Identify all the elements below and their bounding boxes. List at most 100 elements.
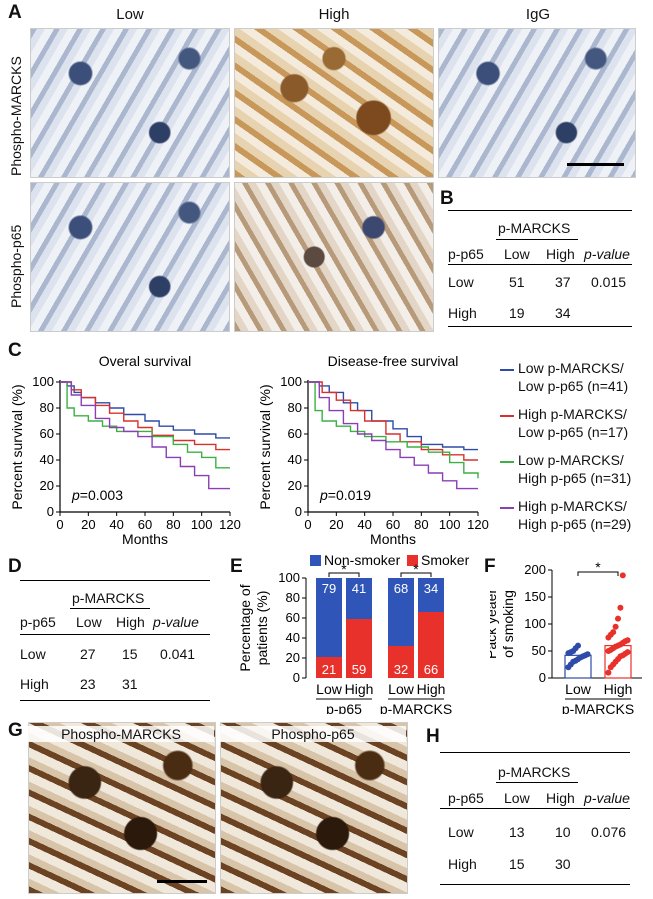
panel-label-g: G bbox=[8, 720, 23, 741]
legend-line2-2: Low p-p65 (n=17) bbox=[518, 424, 629, 440]
table-d-group-header: p-MARCKS bbox=[72, 590, 145, 606]
km-os-xtick-label: 40 bbox=[109, 517, 123, 532]
bar-non-smoker-2 bbox=[346, 578, 372, 619]
bar-e-group-label-2: p-MARCKS bbox=[380, 701, 452, 714]
table-h-row2-label: High bbox=[448, 856, 477, 872]
column-label-high: High bbox=[318, 6, 350, 23]
bar-e-ytick-label: 100 bbox=[278, 570, 300, 585]
km-os-xtick-label: 80 bbox=[166, 517, 180, 532]
table-h-group-rule bbox=[496, 782, 578, 783]
km-dfs-xtick-label: 120 bbox=[467, 517, 489, 532]
km-dfs-xtick-label: 80 bbox=[414, 517, 428, 532]
table-d-row-head: p-p65 bbox=[20, 614, 56, 630]
legend-swatch-1 bbox=[500, 369, 514, 371]
scatter-f-ytick-label: 100 bbox=[524, 616, 546, 631]
scatter-f-ytick-label: 150 bbox=[524, 589, 546, 604]
km-os-ytick-label: 20 bbox=[40, 478, 54, 493]
micrograph-igg bbox=[438, 28, 636, 178]
km-os-series-2 bbox=[60, 381, 230, 451]
bar-label-smoker-3: 32 bbox=[394, 662, 408, 677]
scatter-f-ylabel-1: Pack yeaer bbox=[490, 589, 499, 659]
km-os-series-3 bbox=[60, 381, 230, 469]
km-dfs-ytick-label: 80 bbox=[288, 400, 302, 415]
bar-e-ylabel-2: patients (%) bbox=[254, 591, 270, 666]
km-dfs-ylabel: Percent survival (%) bbox=[257, 384, 273, 509]
bar-label-smoker-2: 59 bbox=[352, 662, 366, 677]
table-d-row1-label: Low bbox=[20, 646, 46, 662]
km-os-xtick-label: 120 bbox=[219, 517, 241, 532]
bar-label-non-smoker-2: 41 bbox=[352, 581, 366, 596]
km-os-ytick-label: 0 bbox=[47, 504, 54, 519]
km-os-ytick-label: 80 bbox=[40, 400, 54, 415]
table-b-row2-high: 34 bbox=[555, 305, 571, 321]
micrograph-p65-high bbox=[234, 182, 434, 332]
scatter-f-ytick-label: 50 bbox=[532, 643, 546, 658]
km-os-title: Overal survival bbox=[99, 353, 192, 369]
table-d-col-low: Low bbox=[76, 614, 102, 630]
table-b-row2-label: High bbox=[448, 305, 477, 321]
km-os-xlabel: Months bbox=[122, 531, 168, 547]
micrograph-p65-low bbox=[30, 182, 230, 332]
bar-e-sig-star-1: * bbox=[341, 561, 347, 577]
bar-e-ytick-label: 20 bbox=[286, 650, 300, 665]
bar-label-smoker-1: 21 bbox=[322, 662, 336, 677]
stacked-bar-chart-smoking: Non-smoker Smoker 0 20 40 60 80 100 Percentage o… bbox=[237, 552, 470, 714]
table-h-row1-high: 10 bbox=[555, 824, 571, 840]
scatter-f-mean-bar-1 bbox=[564, 654, 592, 679]
km-legend: Low p-MARCKS/ Low p-p65 (n=41) High p-MA… bbox=[500, 360, 650, 544]
bar-smoker-3 bbox=[388, 646, 414, 678]
scatter-f-point bbox=[605, 669, 612, 676]
scale-bar bbox=[567, 163, 624, 166]
km-dfs-series-3 bbox=[308, 381, 479, 479]
panel-label-e: E bbox=[230, 556, 243, 577]
table-h-col-low: Low bbox=[504, 790, 530, 806]
km-plot-disease-free-survival: Disease-free survival 0 20 40 60 80 100 0 20 40 60… bbox=[257, 353, 489, 547]
km-dfs-ytick-label: 40 bbox=[288, 452, 302, 467]
bar-e-ytick-label: 40 bbox=[286, 630, 300, 645]
legend-label-non-smoker: Non-smoker bbox=[324, 552, 401, 568]
km-os-xtick-label: 100 bbox=[191, 517, 213, 532]
scatter-f-point bbox=[615, 615, 621, 622]
bar-non-smoker-3 bbox=[388, 578, 414, 646]
scatter-f-group-label: p-MARCKS bbox=[562, 701, 634, 714]
table-h-bottom-rule bbox=[440, 884, 630, 885]
bar-label-non-smoker-4: 34 bbox=[424, 581, 438, 596]
table-b-row2-low: 19 bbox=[509, 305, 525, 321]
km-dfs-ytick-label: 100 bbox=[280, 374, 302, 389]
bar-label-non-smoker-3: 68 bbox=[394, 581, 408, 596]
table-b-row1-p: 0.015 bbox=[591, 274, 627, 290]
table-b-row1-low: 51 bbox=[509, 274, 525, 290]
table-h-header-rule bbox=[440, 808, 630, 809]
panel-label-d: D bbox=[8, 556, 22, 577]
legend-line1-1: Low p-MARCKS/ bbox=[518, 360, 624, 376]
km-os-xtick-label: 0 bbox=[56, 517, 63, 532]
scatter-f-point bbox=[617, 604, 624, 611]
panel-label-h: H bbox=[426, 726, 440, 747]
label-g-phospho-p65: Phospho-p65 bbox=[220, 726, 406, 742]
legend-line2-1: Low p-p65 (n=41) bbox=[518, 378, 629, 394]
bar-e-sig-bracket-2 bbox=[400, 572, 432, 577]
bar-e-xtick-label-4: High bbox=[417, 681, 446, 697]
panel-label-c: C bbox=[8, 340, 22, 361]
column-label-igg: IgG bbox=[525, 6, 551, 23]
km-plot-overall-survival: Overal survival 0 20 40 60 80 100 0 20 40 60 80 100 1… bbox=[9, 353, 241, 547]
km-os-ytick-label: 60 bbox=[40, 426, 54, 441]
row-label-phospho-p65: Phospho-p65 bbox=[8, 224, 24, 308]
table-b-row-head: p-p65 bbox=[448, 246, 484, 262]
table-b-group-rule bbox=[496, 239, 578, 240]
table-d-row2-label: High bbox=[20, 676, 49, 692]
table-b-header-rule bbox=[448, 264, 632, 265]
table-d-row1-high: 15 bbox=[122, 646, 138, 662]
scatter-f-point bbox=[619, 572, 626, 579]
km-os-p-value: p=0.003 bbox=[71, 487, 123, 503]
table-b-col-p: p-value bbox=[584, 246, 630, 262]
micrograph-marcks-high bbox=[234, 28, 434, 178]
table-d-col-p: p-value bbox=[153, 614, 199, 630]
table-h-top-rule bbox=[440, 752, 630, 753]
table-h-row1-p: 0.076 bbox=[591, 824, 627, 840]
table-b-col-high: High bbox=[546, 246, 575, 262]
bar-e-ytick-label: 80 bbox=[286, 590, 300, 605]
legend-label-smoker: Smoker bbox=[421, 552, 470, 568]
table-h-row1-label: Low bbox=[448, 824, 474, 840]
km-dfs-xlabel: Months bbox=[370, 531, 416, 547]
